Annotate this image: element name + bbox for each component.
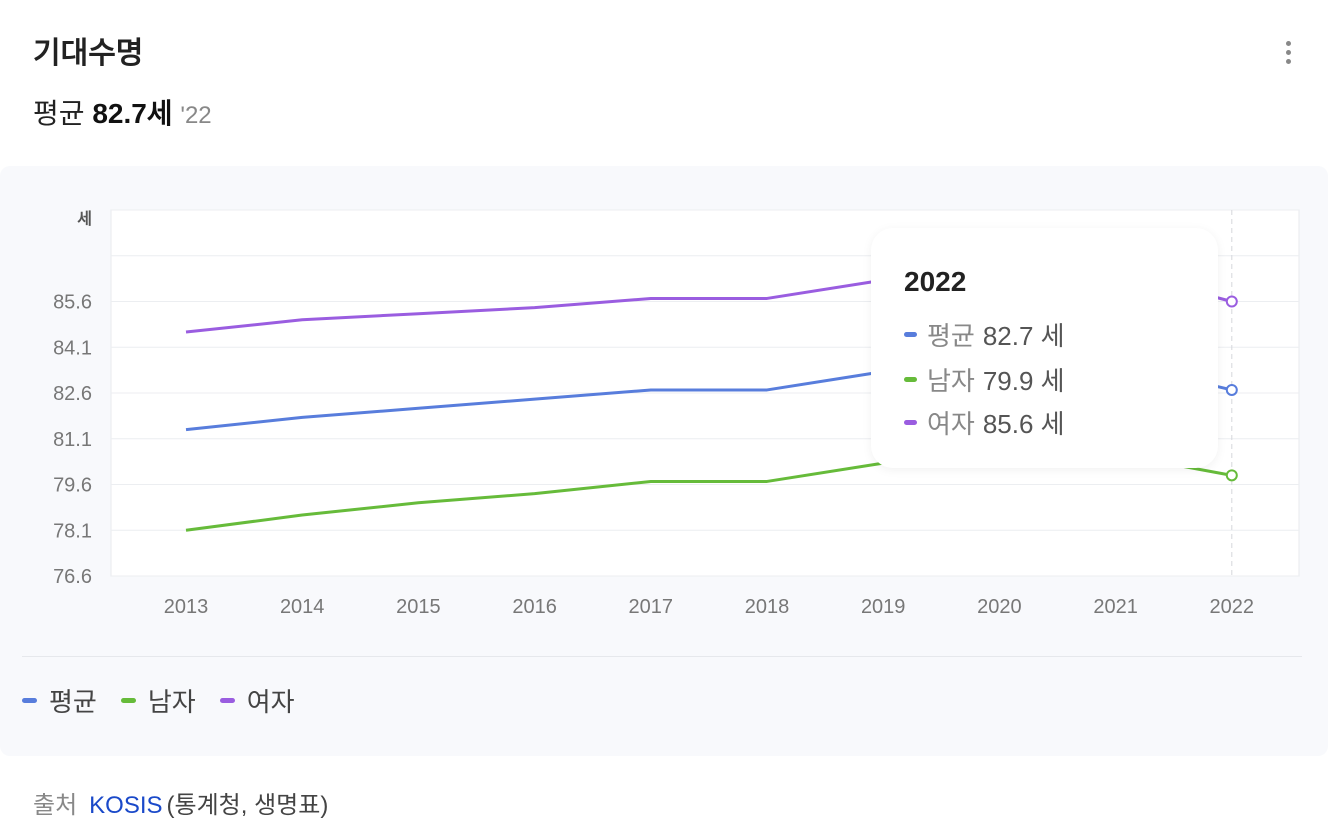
x-tick-label: 2017: [629, 596, 674, 618]
chart-legend: 평균 남자 여자: [22, 682, 295, 719]
more-vertical-icon[interactable]: [1278, 38, 1298, 70]
swatch-icon: [219, 698, 235, 703]
summary-year: '22: [180, 102, 212, 129]
y-tick-label: 81.1: [53, 429, 92, 451]
source-detail: (통계청, 생명표): [166, 792, 329, 819]
tooltip-row: 여자 85.6 세: [904, 404, 1065, 441]
x-tick-label: 2019: [861, 596, 906, 618]
swatch-icon: [120, 698, 136, 703]
source-label: 출처: [33, 792, 78, 819]
legend-item-female[interactable]: 여자: [219, 682, 295, 719]
swatch-icon: [22, 698, 37, 703]
source-link[interactable]: KOSIS: [89, 792, 163, 819]
legend-label: 여자: [246, 687, 295, 717]
legend-item-average[interactable]: 평균: [22, 682, 97, 719]
y-tick-label: 78.1: [53, 520, 92, 542]
page-title: 기대수명: [33, 37, 144, 70]
y-tick-label: 79.6: [53, 475, 92, 497]
summary-label: 평균: [33, 98, 85, 129]
swatch-icon: [904, 332, 917, 337]
tooltip-value: 85.6 세: [982, 409, 1065, 439]
swatch-icon: [904, 420, 917, 425]
x-tick-label: 2015: [396, 596, 441, 618]
y-tick-label: 76.6: [53, 566, 92, 588]
data-point: [1225, 295, 1238, 308]
data-point: [1225, 383, 1238, 396]
tooltip-label: 평균: [927, 321, 975, 351]
x-tick-label: 2022: [1210, 596, 1255, 618]
tooltip-row: 남자 79.9 세: [904, 361, 1065, 398]
source: 출처 KOSIS (통계청, 생명표): [33, 785, 328, 820]
tooltip-label: 여자: [927, 409, 975, 439]
legend-label: 남자: [147, 687, 196, 717]
swatch-icon: [904, 377, 917, 382]
x-tick-label: 2014: [280, 596, 325, 618]
y-axis-label: 세: [77, 210, 92, 228]
x-tick-label: 2018: [745, 596, 790, 618]
summary: 평균 82.7세 '22: [33, 92, 212, 132]
y-tick-label: 85.6: [53, 292, 92, 314]
x-tick-label: 2021: [1093, 596, 1138, 618]
tooltip-label: 남자: [927, 366, 975, 396]
tooltip-value: 82.7 세: [982, 321, 1065, 351]
tooltip-row: 평균 82.7 세: [904, 316, 1065, 353]
chart-tooltip: 2022 평균 82.7 세 남자 79.9 세 여자 85.6 세: [871, 228, 1218, 468]
x-tick-label: 2016: [512, 596, 557, 618]
y-tick-label: 84.1: [53, 337, 92, 359]
summary-value: 82.7세: [92, 98, 173, 129]
legend-label: 평균: [49, 687, 97, 717]
data-point: [1225, 469, 1238, 482]
x-tick-label: 2020: [977, 596, 1022, 618]
y-tick-label: 82.6: [53, 383, 92, 405]
divider: [22, 656, 1302, 657]
x-tick-label: 2013: [164, 596, 209, 618]
tooltip-year: 2022: [904, 266, 967, 297]
tooltip-value: 79.9 세: [982, 366, 1065, 396]
legend-item-male[interactable]: 남자: [120, 682, 196, 719]
